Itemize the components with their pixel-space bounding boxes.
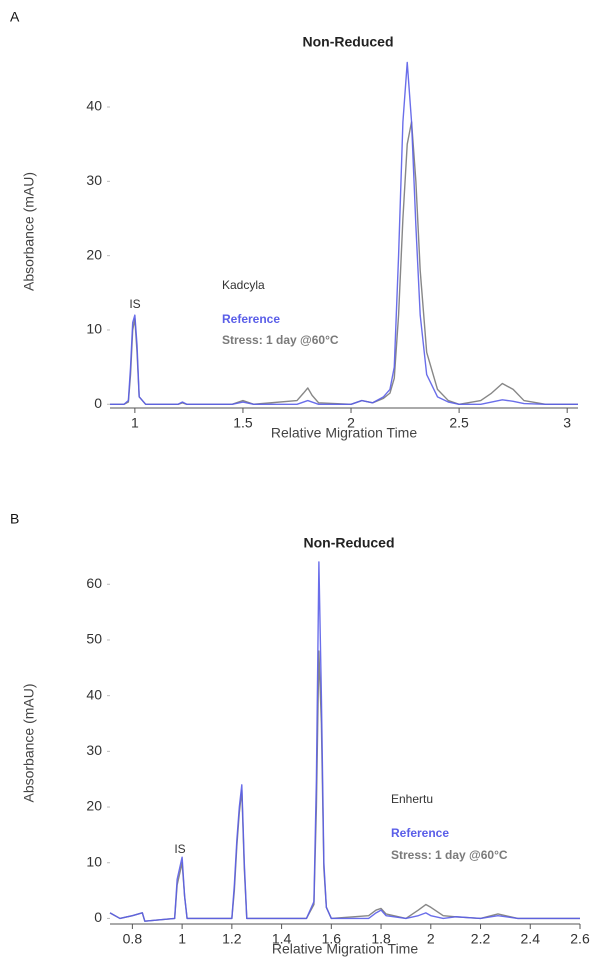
legend-entry: Reference [222, 312, 280, 326]
y-tick-label: 10 [86, 321, 102, 337]
product-label: Kadcyla [222, 278, 265, 292]
chart-title: Non-Reduced [303, 34, 394, 50]
panel-label: B [10, 511, 19, 527]
y-tick-label: 40 [86, 686, 102, 702]
x-tick-label: 2.2 [471, 931, 491, 947]
y-axis-title: Absorbance (mAU) [21, 683, 37, 802]
y-tick-label: 50 [86, 631, 102, 647]
legend-entry: Reference [391, 826, 449, 840]
x-tick-label: 1.6 [322, 931, 342, 947]
y-axis-title: Absorbance (mAU) [21, 172, 37, 291]
legend-entry: Stress: 1 day @60°C [222, 333, 339, 347]
x-tick-label: 1 [131, 415, 139, 431]
panel-label: A [10, 9, 20, 25]
x-tick-label: 2.5 [449, 415, 469, 431]
y-tick-label: 20 [86, 798, 102, 814]
peak-label: IS [174, 842, 185, 856]
x-tick-label: 1.2 [222, 931, 242, 947]
x-tick-label: 1.8 [371, 931, 391, 947]
y-tick-label: 40 [86, 98, 102, 114]
x-tick-label: 3 [563, 415, 571, 431]
y-tick-label: 0 [94, 395, 102, 411]
trace [109, 561, 580, 922]
product-label: Enhertu [391, 792, 433, 806]
x-tick-label: 1 [178, 931, 186, 947]
y-tick-label: 20 [86, 246, 102, 262]
y-tick-label: 10 [86, 853, 102, 869]
y-tick-label: 30 [86, 172, 102, 188]
legend-entry: Stress: 1 day @60°C [391, 848, 508, 862]
peak-label: IS [129, 297, 140, 311]
x-tick-label: 2.4 [521, 931, 541, 947]
x-tick-label: 1.4 [272, 931, 292, 947]
x-axis-title: Relative Migration Time [271, 425, 417, 441]
x-tick-label: 0.8 [123, 931, 143, 947]
y-tick-label: 60 [86, 575, 102, 591]
y-tick-label: 30 [86, 742, 102, 758]
x-axis-title: Relative Migration Time [272, 941, 418, 957]
trace [110, 61, 578, 405]
x-tick-label: 2.6 [570, 931, 590, 947]
chart-title: Non-Reduced [304, 535, 395, 551]
x-tick-label: 2 [427, 931, 435, 947]
trace [110, 121, 578, 405]
trace [109, 650, 580, 922]
y-tick-label: 0 [94, 909, 102, 925]
x-tick-label: 1.5 [233, 415, 253, 431]
x-tick-label: 2 [347, 415, 355, 431]
